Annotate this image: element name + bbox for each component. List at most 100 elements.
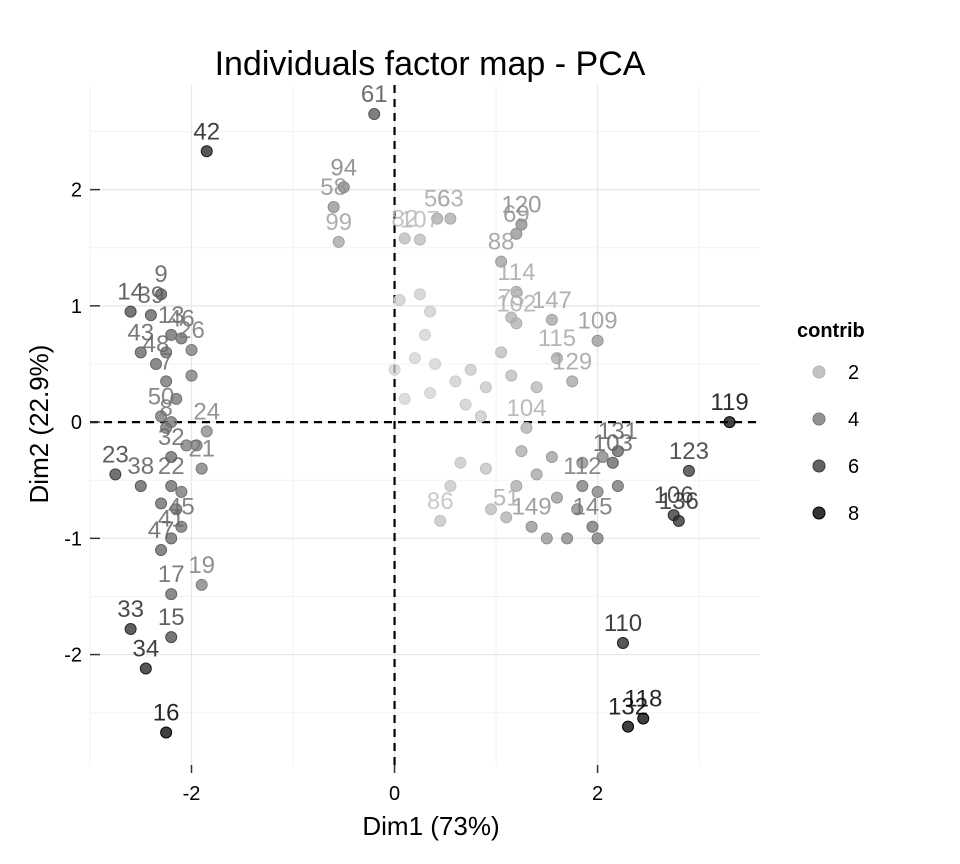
data-point [540, 532, 553, 545]
point-label: 46 [168, 305, 195, 332]
data-point [571, 503, 584, 516]
legend-entry: 4 [812, 409, 859, 431]
legend-entry: 2 [812, 362, 859, 384]
data-point [170, 503, 183, 516]
point-label: 136 [659, 488, 699, 515]
data-point [484, 503, 497, 516]
data-point [165, 416, 178, 429]
point-label: 118 [624, 686, 662, 713]
x-axis-title: Dim1 (73%) [362, 811, 499, 841]
y-tick-label: 1 [71, 296, 82, 318]
data-point [530, 468, 543, 481]
data-point [124, 305, 137, 318]
data-point [515, 218, 528, 231]
point-label: 15 [158, 604, 185, 631]
data-point [479, 381, 492, 394]
legend-title: contrib [797, 320, 865, 342]
point-label: 51 [493, 484, 520, 511]
point-label: 14 [117, 279, 144, 306]
data-point [479, 462, 492, 475]
x-tick-label: 0 [389, 783, 400, 805]
data-point [134, 346, 147, 359]
legend-entry: 6 [812, 456, 859, 478]
point-label: 147 [532, 287, 572, 314]
data-point [413, 288, 426, 301]
data-point [155, 410, 168, 423]
data-point [165, 631, 178, 644]
point-label: 16 [153, 699, 180, 726]
point-label: 106 [654, 482, 694, 509]
y-tick-label: 2 [71, 180, 82, 202]
data-point [723, 416, 736, 429]
point-label: 7 [159, 348, 172, 375]
point-label: 107 [400, 207, 440, 234]
data-point [398, 392, 411, 405]
data-point [175, 485, 188, 498]
data-point [327, 201, 340, 214]
point-label: 42 [193, 118, 220, 145]
data-point [500, 511, 513, 524]
data-point [175, 332, 188, 345]
data-point [561, 532, 574, 545]
point-label: 114 [497, 259, 535, 286]
data-point [510, 480, 523, 493]
point-label: 82 [391, 205, 418, 232]
data-point [545, 313, 558, 326]
data-point [622, 720, 635, 733]
data-point [134, 480, 147, 493]
x-axis: -2 0 2 [183, 765, 603, 805]
data-point [616, 636, 629, 649]
point-label: 8 [159, 395, 172, 422]
data-point [431, 212, 444, 225]
data-point [464, 363, 477, 376]
data-point [160, 375, 173, 388]
data-point [576, 480, 589, 493]
data-point [368, 108, 381, 121]
data-point [591, 532, 604, 545]
legend-entry: 8 [812, 503, 859, 525]
data-point [459, 398, 472, 411]
data-point [530, 381, 543, 394]
point-label: 112 [563, 453, 601, 480]
legend-label: 6 [848, 456, 859, 478]
y-tick-label: -1 [64, 528, 82, 550]
point-label: 86 [427, 488, 454, 515]
point-label: 23 [102, 441, 129, 468]
data-point [160, 346, 173, 359]
data-point [139, 662, 152, 675]
point-label: 48 [143, 331, 170, 358]
data-point [175, 520, 188, 533]
chart-title: Individuals factor map - PCA [215, 45, 646, 83]
data-point [495, 346, 508, 359]
data-point [591, 334, 604, 347]
point-label: 110 [604, 610, 642, 637]
point-label: 17 [158, 561, 185, 588]
data-point [185, 369, 198, 382]
point-label: 13 [158, 302, 185, 329]
data-point [185, 344, 198, 357]
data-point [200, 425, 213, 438]
data-point [682, 464, 695, 477]
data-point [510, 285, 523, 298]
data-point [606, 456, 619, 469]
point-label: 47 [148, 517, 175, 544]
data-point [195, 578, 208, 591]
data-point [434, 514, 447, 527]
data-point [160, 726, 173, 739]
data-point [165, 450, 178, 463]
data-point [444, 480, 457, 493]
point-label: 50 [148, 383, 175, 410]
point-label: 9 [154, 261, 167, 288]
point-label: 43 [127, 319, 154, 346]
data-point [149, 357, 162, 370]
legend-key [812, 412, 826, 426]
data-point [109, 468, 122, 481]
legend-key [812, 506, 826, 520]
data-point [510, 317, 523, 330]
legend-key [812, 459, 826, 473]
point-label: 34 [132, 636, 159, 663]
data-point [388, 363, 401, 376]
legend: contrib 2 4 6 8 [797, 320, 865, 525]
